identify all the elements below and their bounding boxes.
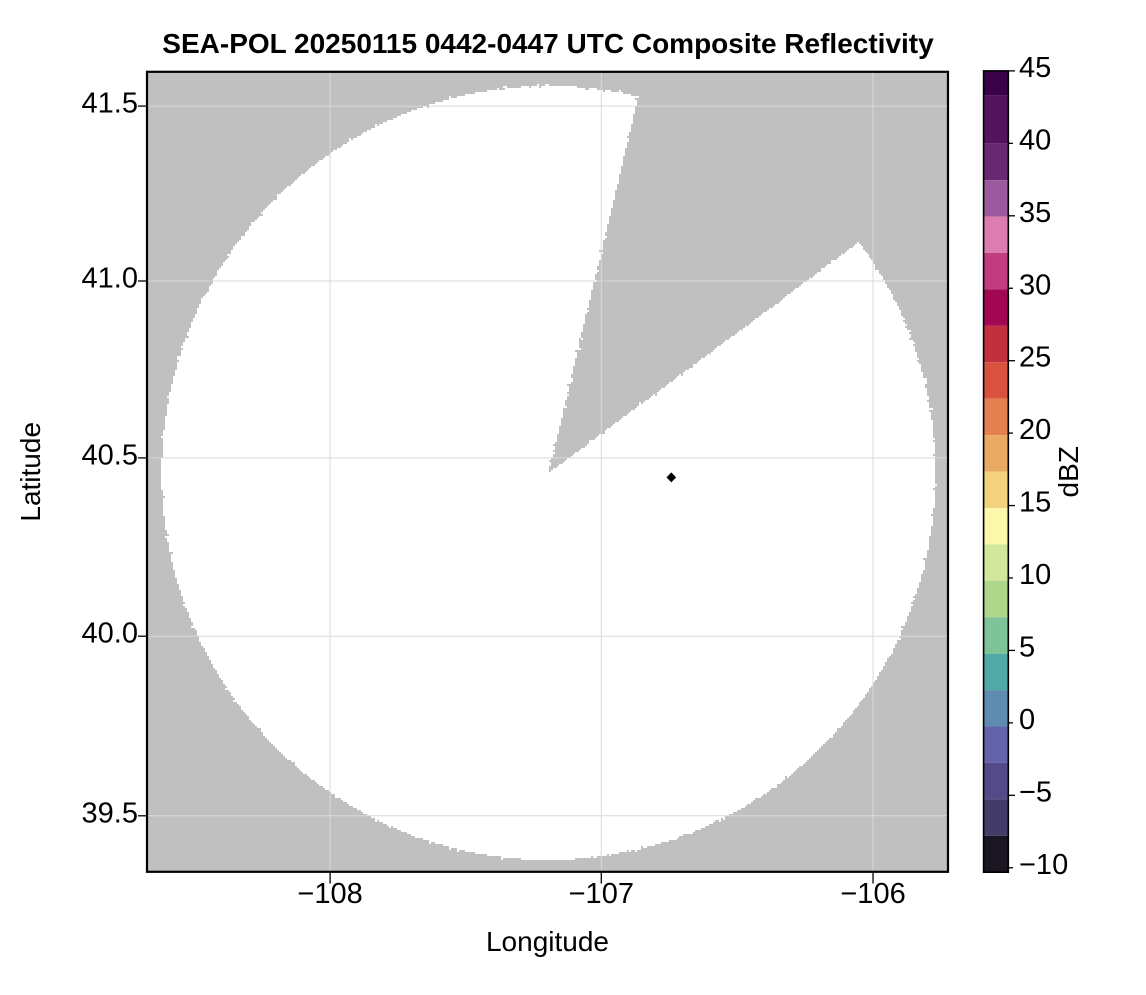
svg-text:40.5: 40.5 [82, 440, 138, 472]
svg-text:39.5: 39.5 [82, 798, 138, 830]
svg-text:41.0: 41.0 [82, 263, 138, 295]
svg-text:20: 20 [1019, 414, 1051, 446]
svg-text:Longitude: Longitude [486, 926, 609, 957]
svg-text:−10: −10 [1019, 849, 1068, 881]
svg-text:30: 30 [1019, 269, 1051, 301]
svg-text:−5: −5 [1019, 776, 1052, 808]
svg-text:40: 40 [1019, 124, 1051, 156]
svg-text:5: 5 [1019, 631, 1035, 663]
svg-text:15: 15 [1019, 487, 1051, 519]
svg-text:Latitude: Latitude [15, 422, 46, 522]
svg-text:SEA-POL 20250115 0442-0447 UTC: SEA-POL 20250115 0442-0447 UTC Composite… [162, 28, 934, 59]
svg-text:40.0: 40.0 [82, 618, 138, 650]
svg-text:0: 0 [1019, 704, 1035, 736]
svg-text:25: 25 [1019, 342, 1051, 374]
svg-text:45: 45 [1019, 52, 1051, 84]
svg-text:10: 10 [1019, 559, 1051, 591]
svg-text:dBZ: dBZ [1053, 446, 1084, 497]
svg-text:41.5: 41.5 [82, 88, 138, 120]
svg-text:35: 35 [1019, 197, 1051, 229]
